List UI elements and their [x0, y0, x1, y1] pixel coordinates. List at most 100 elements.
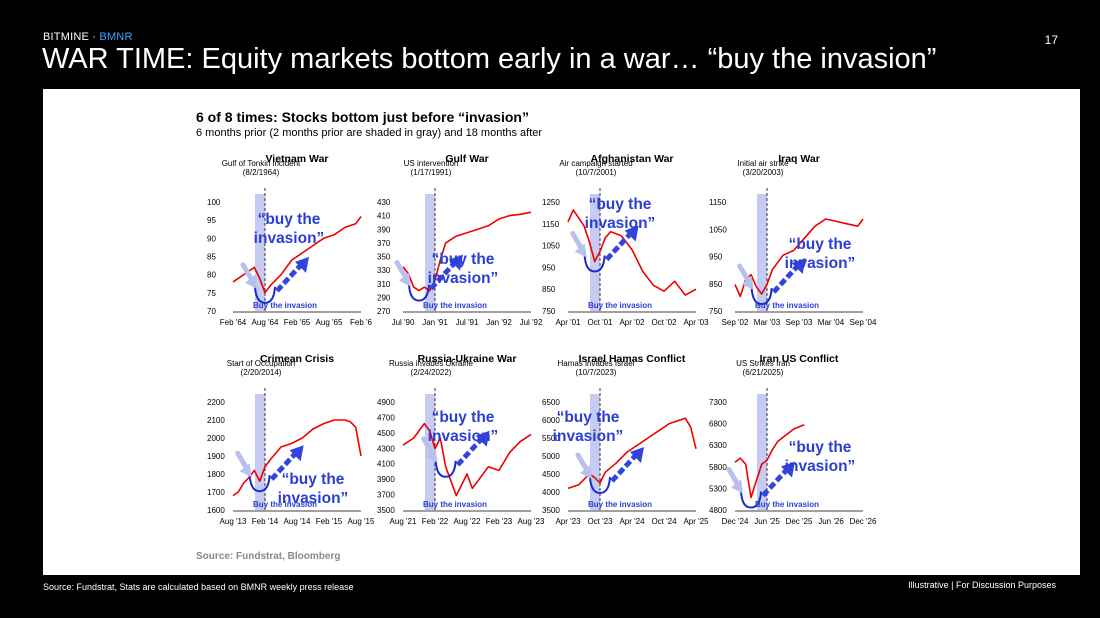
- event-annotation: (10/7/2001): [576, 168, 617, 177]
- callout-text: “buy the: [282, 471, 345, 488]
- chart-panel: Vietnam War Gulf of Tonkin incident (8/2/1…: [43, 89, 1080, 575]
- y-tick-label: 4900: [377, 398, 395, 407]
- y-tick-label: 1150: [709, 198, 727, 207]
- up-arrow-head: [295, 256, 309, 273]
- callout-text: invasion”: [254, 230, 325, 247]
- callout-text: invasion”: [553, 428, 624, 445]
- light-arrow-head: [399, 272, 411, 287]
- y-tick-label: 85: [207, 253, 216, 262]
- chart-title: Iran US Conflict: [760, 353, 839, 365]
- up-arrow: [771, 264, 800, 294]
- x-tick-label: Oct '24: [651, 517, 677, 526]
- up-arrow: [761, 467, 789, 498]
- up-arrow: [275, 263, 303, 293]
- x-tick-label: Dec '26: [850, 517, 877, 526]
- y-tick-label: 4500: [377, 429, 395, 438]
- y-tick-label: 4000: [542, 488, 560, 497]
- y-tick-label: 270: [377, 307, 391, 316]
- event-annotation: (2/20/2014): [241, 368, 282, 377]
- light-arrow-head: [239, 463, 252, 478]
- buy-label: Buy the invasion: [423, 500, 487, 509]
- x-tick-label: Jun '25: [754, 517, 780, 526]
- panel-subtitle: 6 months prior (2 months prior are shade…: [196, 127, 543, 139]
- series-line: [232, 216, 362, 294]
- y-tick-label: 1800: [207, 470, 225, 479]
- callout-text: “buy the: [258, 211, 321, 228]
- x-tick-label: Aug '23: [518, 517, 545, 526]
- event-annotation: Air campaign started: [559, 159, 632, 168]
- x-tick-label: Jul '90: [392, 318, 415, 327]
- slide-title: WAR TIME: Equity markets bottom early in…: [42, 43, 937, 75]
- series-line: [402, 211, 532, 292]
- x-tick-label: Aug '64: [252, 318, 279, 327]
- callout-text: invasion”: [585, 215, 656, 232]
- y-tick-label: 6000: [542, 416, 560, 425]
- y-tick-label: 1150: [542, 220, 560, 229]
- y-tick-label: 4700: [377, 413, 395, 422]
- y-tick-label: 350: [377, 253, 391, 262]
- y-tick-label: 5500: [542, 434, 560, 443]
- x-tick-label: Feb '64: [220, 318, 247, 327]
- chart-title: Vietnam War: [265, 153, 328, 165]
- event-annotation: US Strikes Iran: [736, 359, 790, 368]
- buy-label: Buy the invasion: [588, 301, 652, 310]
- y-tick-label: 6300: [709, 441, 727, 450]
- callout-text: “buy the: [432, 409, 495, 426]
- x-tick-label: Jan '91: [422, 318, 448, 327]
- y-tick-label: 4800: [709, 506, 727, 515]
- x-tick-label: Dec '24: [722, 517, 749, 526]
- callout-text: invasion”: [428, 428, 499, 445]
- y-tick-label: 950: [542, 263, 556, 272]
- x-tick-label: Feb '23: [486, 517, 513, 526]
- event-annotation: Russia invades Ukraine: [389, 359, 474, 368]
- event-annotation: Gulf of Tonkin incident: [222, 159, 301, 168]
- x-tick-label: Feb '65: [284, 318, 311, 327]
- buy-label: Buy the invasion: [253, 301, 317, 310]
- series-line: [734, 424, 805, 499]
- y-tick-label: 1050: [709, 225, 727, 234]
- y-tick-label: 950: [709, 253, 723, 262]
- light-arrow-head: [741, 276, 754, 291]
- light-arrow-head: [574, 243, 587, 258]
- chart-title: Gulf War: [445, 153, 488, 165]
- x-tick-label: Oct '23: [587, 517, 613, 526]
- shade-band: [255, 394, 265, 510]
- y-tick-label: 5000: [542, 452, 560, 461]
- up-arrow-head: [781, 461, 795, 478]
- callout-text: invasion”: [785, 255, 856, 272]
- callout-text: invasion”: [428, 270, 499, 287]
- chart-title: Crimean Crisis: [260, 353, 334, 365]
- x-tick-label: Aug '15: [348, 517, 375, 526]
- y-tick-label: 7300: [709, 398, 727, 407]
- y-tick-label: 370: [377, 239, 391, 248]
- up-arrow-head: [791, 258, 806, 275]
- y-tick-label: 80: [207, 271, 216, 280]
- x-tick-label: Aug '22: [454, 517, 481, 526]
- up-arrow: [604, 231, 633, 262]
- x-tick-label: Feb '22: [422, 517, 449, 526]
- y-tick-label: 330: [377, 266, 391, 275]
- shade-band: [757, 194, 767, 311]
- y-tick-label: 5300: [709, 484, 727, 493]
- shade-band: [757, 394, 767, 510]
- buy-label: Buy the invasion: [755, 500, 819, 509]
- y-tick-label: 3900: [377, 475, 395, 484]
- y-tick-label: 2100: [207, 416, 225, 425]
- x-tick-label: Sep '04: [850, 318, 877, 327]
- up-arrow: [455, 437, 484, 467]
- y-tick-label: 75: [207, 289, 216, 298]
- up-arrow-head: [449, 254, 463, 271]
- y-tick-label: 850: [709, 280, 723, 289]
- y-tick-label: 1050: [542, 242, 560, 251]
- buy-label: Buy the invasion: [755, 301, 819, 310]
- light-arrow-head: [245, 274, 257, 289]
- bottom-curve: [589, 476, 611, 495]
- event-annotation: Initial air strike: [737, 159, 789, 168]
- series-line: [402, 422, 532, 497]
- event-annotation: (1/17/1991): [411, 168, 452, 177]
- x-tick-label: Aug '14: [284, 517, 311, 526]
